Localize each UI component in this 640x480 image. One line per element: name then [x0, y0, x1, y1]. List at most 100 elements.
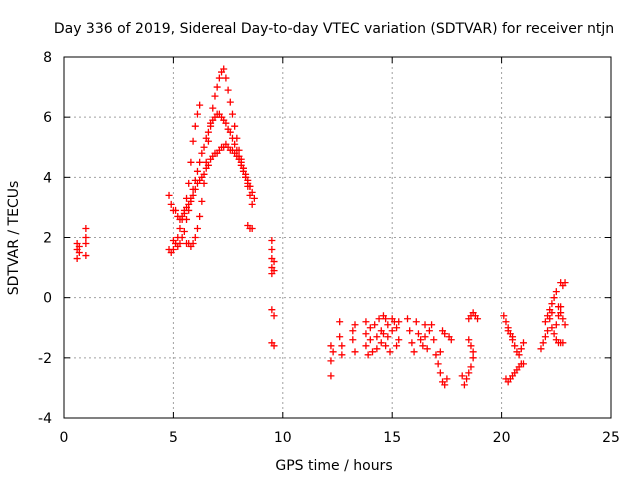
data-point [215, 74, 223, 82]
data-point [167, 200, 175, 208]
data-point [366, 336, 374, 344]
data-point [198, 149, 206, 157]
series-late [327, 279, 569, 389]
data-point [196, 158, 204, 166]
data-point [189, 240, 197, 248]
y-tick-label: -4 [38, 411, 52, 427]
data-point [189, 185, 197, 193]
data-point [73, 255, 81, 263]
data-point [336, 318, 344, 326]
data-point [417, 336, 425, 344]
data-point [349, 336, 357, 344]
data-point [327, 357, 335, 365]
data-point [200, 170, 208, 178]
data-point [176, 224, 184, 232]
data-point [248, 224, 256, 232]
chart-title: Day 336 of 2019, Sidereal Day-to-day VTE… [54, 21, 614, 37]
data-point [373, 333, 381, 341]
data-point [244, 182, 252, 190]
data-point [382, 315, 390, 323]
data-point [447, 336, 455, 344]
x-axis-label: GPS time / hours [275, 458, 392, 474]
data-point [414, 330, 422, 338]
data-point [193, 224, 201, 232]
data-point [231, 140, 239, 148]
data-point [270, 267, 278, 275]
data-point [242, 173, 250, 181]
data-point [82, 224, 90, 232]
data-point [207, 119, 215, 127]
y-tick-label: -2 [38, 351, 52, 367]
data-point [384, 321, 392, 329]
data-point [82, 252, 90, 260]
y-tick-label: 0 [43, 291, 52, 307]
data-point [544, 327, 552, 335]
data-point [226, 98, 234, 106]
data-point [268, 306, 276, 314]
series-trace-b [165, 140, 258, 257]
data-point [443, 375, 451, 383]
data-point [548, 324, 556, 332]
data-point [200, 179, 208, 187]
data-point [364, 351, 372, 359]
data-point [196, 212, 204, 220]
data-point [196, 101, 204, 109]
data-point [180, 227, 188, 235]
x-tick-label: 0 [60, 430, 69, 446]
data-point [362, 330, 370, 338]
data-point [222, 119, 230, 127]
data-point [539, 339, 547, 347]
plot-frame [63, 56, 612, 419]
data-point [554, 312, 562, 320]
data-point [561, 321, 569, 329]
data-point [366, 324, 374, 332]
data-point [519, 339, 527, 347]
data-point [338, 342, 346, 350]
data-point [541, 333, 549, 341]
data-point [458, 372, 466, 380]
data-point [557, 303, 565, 311]
data-point [519, 360, 527, 368]
data-point [434, 360, 442, 368]
data-point [384, 333, 392, 341]
data-point [82, 240, 90, 248]
data-point [327, 342, 335, 350]
y-tick-label: 6 [43, 110, 52, 126]
data-point [268, 237, 276, 245]
data-point [561, 279, 569, 287]
x-tick-label: 15 [383, 430, 401, 446]
axis-ticks [63, 56, 612, 419]
data-point [336, 333, 344, 341]
data-point [388, 327, 396, 335]
data-point [180, 209, 188, 217]
data-point [371, 321, 379, 329]
data-point [369, 348, 377, 356]
data-point [432, 351, 440, 359]
data-point [351, 348, 359, 356]
data-point [329, 348, 337, 356]
data-point [550, 294, 558, 302]
data-point [228, 110, 236, 118]
data-point [375, 315, 383, 323]
y-tick-label: 4 [43, 170, 52, 186]
series-mid [244, 221, 278, 350]
x-tick-label: 20 [493, 430, 511, 446]
data-point [377, 339, 385, 347]
data-point [268, 246, 276, 254]
data-point [220, 65, 228, 73]
y-axis-label: SDTVAR / TECUs [6, 181, 22, 296]
data-point [349, 327, 357, 335]
data-point [404, 315, 412, 323]
data-point [463, 375, 471, 383]
data-point [362, 342, 370, 350]
grid-lines [64, 57, 611, 418]
data-point [421, 321, 429, 329]
series-early [73, 224, 90, 263]
data-point [548, 309, 556, 317]
data-point [393, 342, 401, 350]
data-point [239, 164, 247, 172]
data-point [465, 369, 473, 377]
data-point [172, 206, 180, 214]
data-point [172, 240, 180, 248]
data-point [373, 345, 381, 353]
